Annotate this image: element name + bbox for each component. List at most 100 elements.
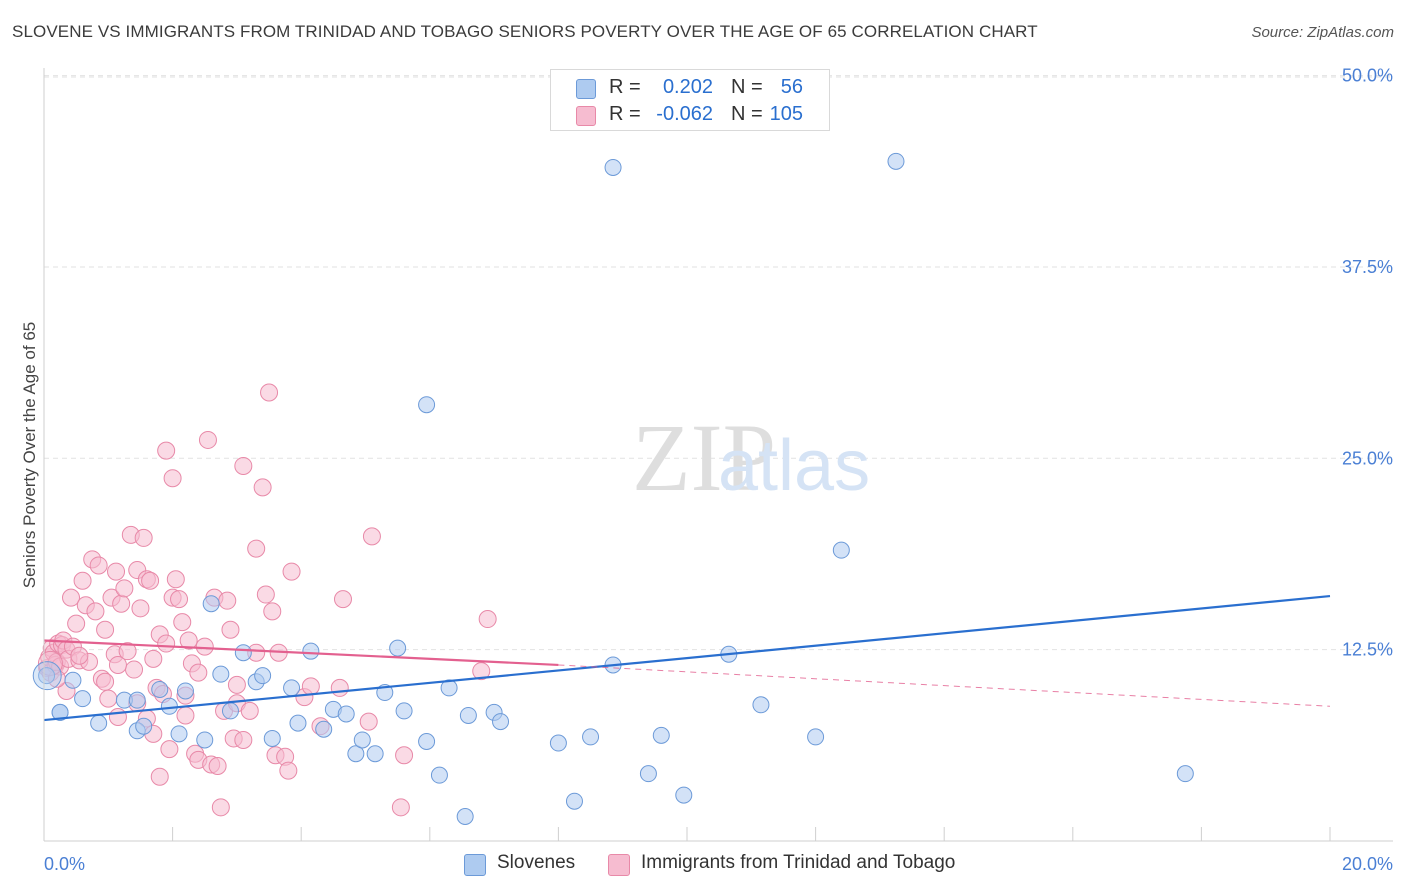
trinidad-point-30 [112, 594, 131, 613]
trinidad-point-78 [263, 602, 282, 621]
slovenes-point-18 [254, 667, 272, 685]
slovenes-point-27 [353, 731, 371, 749]
trinidad-point-83 [282, 562, 301, 581]
trinidad-point-103 [227, 675, 246, 694]
slovenes-point-53 [1176, 765, 1194, 783]
trinidad-point-76 [256, 585, 275, 604]
slovenes-point-54 [51, 703, 69, 721]
x-tick-label-0: 0.0% [44, 854, 85, 874]
y-tick-labels: 12.5% 25.0% 37.5% 50.0% [1342, 66, 1393, 660]
trinidad-point-102 [189, 663, 208, 682]
slovenes-point-16 [234, 644, 252, 662]
trinidad-point-15 [67, 614, 86, 633]
slovenes-point-19 [263, 729, 281, 747]
slovenes-point-34 [430, 766, 448, 784]
trinidad-point-70 [234, 730, 253, 749]
trinidad-point-41 [144, 649, 163, 668]
trinidad-point-74 [247, 539, 266, 558]
slovenes-point-40 [549, 734, 567, 752]
trinidad-point-40 [141, 571, 160, 590]
slovenes-point-32 [418, 396, 436, 414]
slovenes-cluster-point [32, 661, 62, 691]
slovenes-point-50 [807, 728, 825, 746]
n-value: 56 [780, 76, 803, 98]
slovenes-point-33 [418, 733, 436, 750]
trinidad-point-24 [96, 672, 115, 691]
r-label: R = [609, 103, 641, 125]
slovenes-point-41 [565, 792, 583, 810]
trinidad-point-93 [472, 662, 491, 681]
legend-label-slovenes: Slovenes [497, 852, 576, 873]
n-label: N = [731, 76, 763, 98]
source-label: Source: ZipAtlas.com [1251, 24, 1394, 41]
watermark-atlas: atlas [718, 426, 870, 506]
trinidad-point-72 [240, 701, 259, 720]
slovenes-point-20 [283, 679, 301, 697]
trinidad-point-48 [160, 740, 179, 759]
legend-label-trinidad: Immigrants from Trinidad and Tobago [641, 852, 956, 873]
slovenes-point-25 [337, 705, 355, 723]
slovenes-point-39 [492, 713, 510, 731]
slovenes-point-26 [347, 745, 365, 763]
trinidad-point-47 [157, 441, 176, 460]
trinidad-point-66 [218, 591, 237, 610]
slovenes-point-2 [64, 671, 82, 689]
y-tick-label-12.5: 12.5% [1342, 640, 1393, 660]
trinidad-point-46 [157, 634, 176, 653]
trinidad-point-92 [395, 746, 414, 765]
trinidad-point-13 [62, 588, 81, 607]
trinidad-point-55 [179, 631, 198, 650]
trinidad-point-82 [279, 761, 298, 780]
trinidad-point-77 [260, 383, 279, 402]
slovenes-point-52 [887, 152, 905, 170]
watermark-zip: ZIP [632, 404, 776, 511]
trinidad-point-91 [391, 798, 410, 817]
trend-line-trinidad-extension [558, 664, 1331, 707]
n-value: 105 [769, 103, 803, 125]
trinidad-point-63 [208, 756, 227, 775]
trinidad-point-53 [173, 613, 192, 632]
slovenes-point-46 [652, 726, 670, 744]
trinidad-point-49 [163, 469, 182, 488]
slovenes-point-4 [90, 714, 108, 732]
n-label: N = [731, 103, 763, 125]
trend-line-slovenes [43, 594, 1331, 722]
trinidad-point-96 [70, 646, 89, 665]
slovenes-point-13 [202, 595, 220, 613]
trinidad-point-21 [86, 602, 105, 621]
gridlines [44, 75, 1393, 651]
trinidad-point-32 [118, 642, 137, 661]
trinidad-point-71 [234, 456, 253, 475]
y-tick-label-25: 25.0% [1342, 448, 1393, 468]
series-trinidad-points [37, 383, 497, 817]
legend-swatch-blue [576, 79, 596, 99]
trinidad-point-37 [134, 528, 153, 547]
slovenes-point-14 [212, 665, 230, 683]
trinidad-point-34 [125, 660, 144, 679]
trinidad-point-90 [362, 527, 381, 546]
trend-line-trinidad [43, 639, 559, 667]
legend-row-slovenes: R = 0.202 N = 56 [551, 74, 829, 100]
trend-lines [43, 594, 1331, 722]
legend-swatch-slovenes [464, 854, 486, 876]
x-tick-label-20: 20.0% [1342, 854, 1393, 874]
slovenes-point-11 [176, 682, 194, 700]
correlation-legend: R = 0.202 N = 56 R = -0.062 N = 105 [550, 69, 830, 131]
y-tick-label-37.5: 37.5% [1342, 257, 1393, 277]
trinidad-point-44 [150, 767, 169, 786]
slovenes-point-15 [221, 702, 239, 720]
slovenes-point-23 [315, 720, 333, 738]
slovenes-point-22 [302, 642, 320, 660]
slovenes-point-42 [582, 728, 600, 746]
trinidad-point-64 [211, 798, 230, 817]
axes [43, 68, 1393, 842]
slovenes-point-30 [389, 639, 407, 657]
trinidad-point-17 [73, 571, 92, 590]
slovenes-point-9 [160, 697, 178, 715]
slovenes-point-12 [196, 731, 214, 749]
trinidad-point-99 [176, 706, 195, 725]
trinidad-point-89 [359, 712, 378, 731]
slovenes-point-55 [128, 691, 146, 709]
slovenes-point-45 [639, 765, 657, 783]
trinidad-point-60 [198, 430, 217, 449]
